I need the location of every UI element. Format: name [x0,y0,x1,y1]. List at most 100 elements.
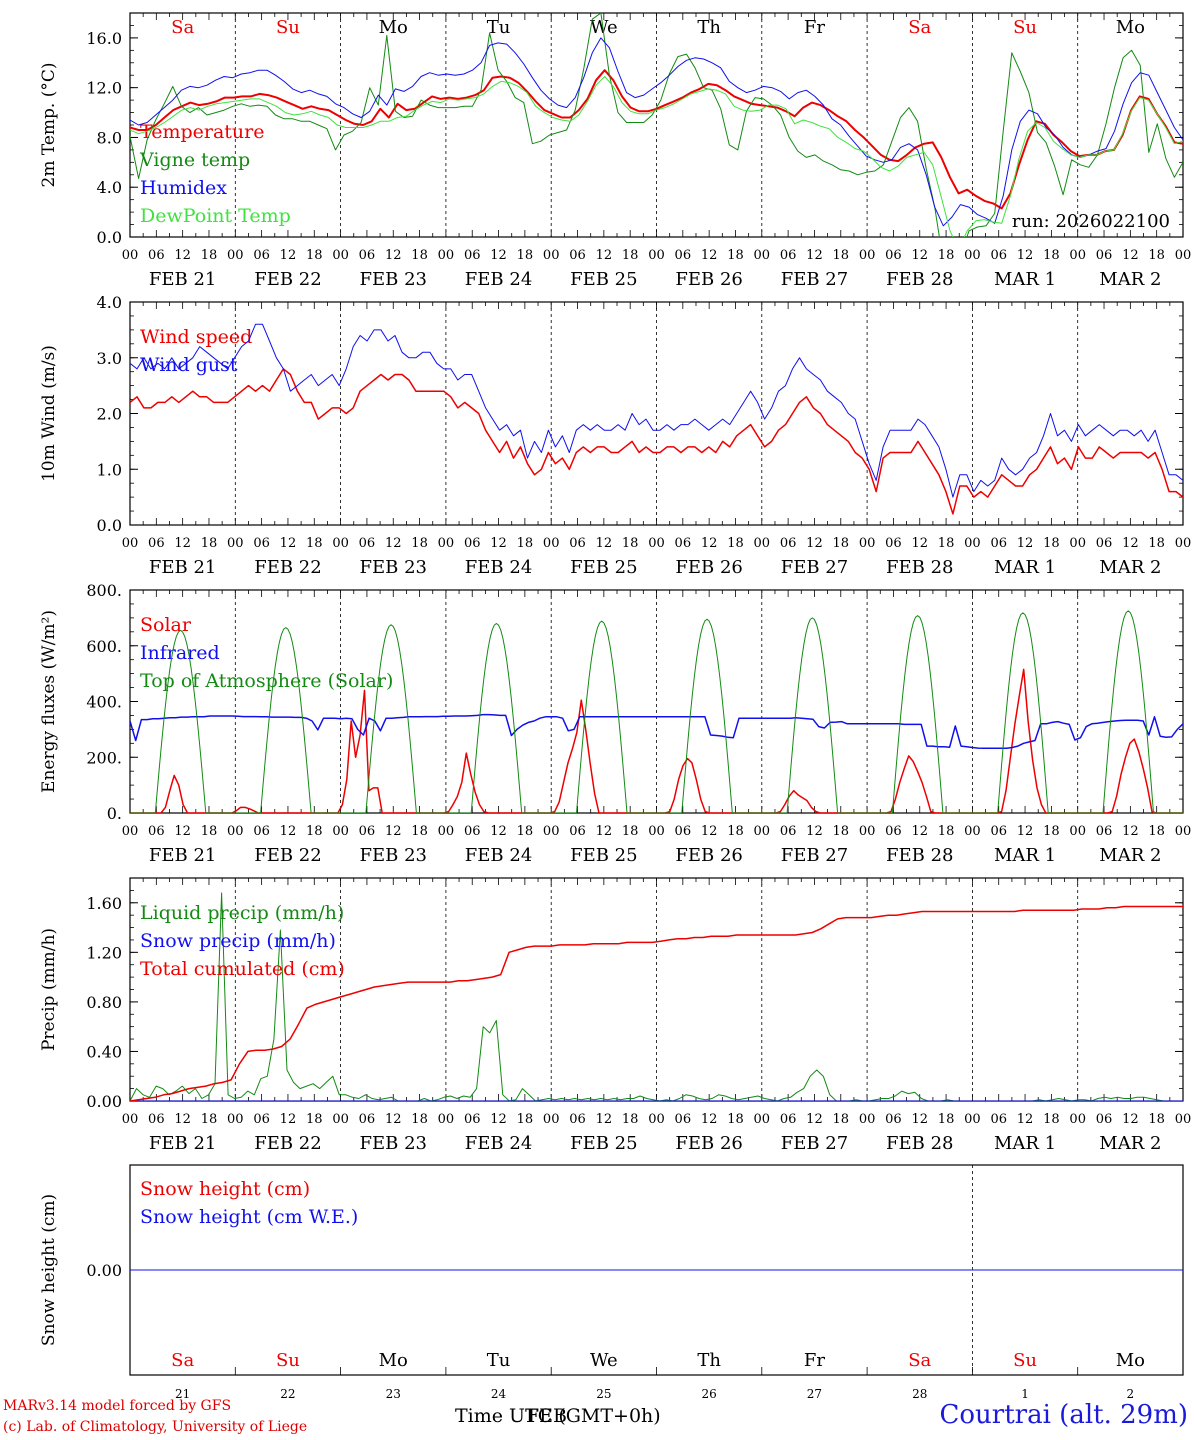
y-tick-label: 2.0 [97,405,122,424]
hour-label: 12 [1017,536,1034,551]
hour-label: 18 [306,1112,323,1127]
weekday-label: Su [1013,17,1037,38]
hour-label: 00 [964,248,981,263]
hour-label: 12 [1122,248,1139,263]
hour-label: 06 [885,248,902,263]
hour-label: 06 [1096,248,1113,263]
hour-label: 18 [727,1112,744,1127]
weekday-label: Mo [379,1350,408,1371]
date-label: FEB 26 [675,269,742,290]
hour-label: 12 [490,536,507,551]
date-label: FEB 22 [254,845,321,866]
y-tick-label: 16.0 [86,29,122,48]
y-tick-label: 1.60 [86,894,122,913]
y-tick-label: 8.0 [97,128,122,147]
y-tick-label: 0.0 [97,516,122,535]
hour-label: 18 [1148,536,1165,551]
series-line-dewpoint-temp [130,76,1183,237]
hour-label: 12 [806,824,823,839]
hour-label: 06 [780,536,797,551]
hour-label: 18 [517,536,534,551]
hour-label: 12 [596,248,613,263]
date-label: MAR 1 [994,845,1056,866]
legend-entry: Snow height (cm) [140,1178,310,1200]
y-tick-label: 3.0 [97,349,122,368]
hour-label: 18 [1043,248,1060,263]
hour-label: 00 [648,536,665,551]
hour-label: 06 [569,248,586,263]
hour-label: 12 [911,824,928,839]
date-label: FEB 24 [465,269,532,290]
date-label: FEB 23 [360,269,427,290]
series-line-solar [130,668,1183,813]
hour-label: 00 [648,1112,665,1127]
time-axis-overlap-text: FEB [526,1405,568,1427]
legend-entry: DewPoint Temp [140,205,291,227]
hour-label: 12 [174,824,191,839]
hour-label: 12 [385,248,402,263]
weekday-label: Sa [171,1350,194,1371]
y-tick-label: 4.0 [97,293,122,312]
hour-label: 18 [1148,1112,1165,1127]
hour-label: 06 [253,1112,270,1127]
date-label: FEB 28 [886,557,953,578]
hour-label: 12 [1017,1112,1034,1127]
y-tick-label: 600. [86,637,122,656]
date-label: FEB 25 [570,845,637,866]
hour-label: 06 [885,824,902,839]
y-tick-label: 1.20 [86,943,122,962]
date-label: FEB 27 [781,557,848,578]
hour-label: 00 [648,248,665,263]
hour-label: 00 [1069,248,1086,263]
hour-label: 18 [727,536,744,551]
hour-label: 18 [306,248,323,263]
date-label: FEB 24 [465,845,532,866]
y-tick-label: 800. [86,581,122,600]
date-label: MAR 2 [1099,1133,1161,1154]
y-tick-label: 12.0 [86,79,122,98]
date-label: MAR 2 [1099,845,1161,866]
hour-label: 00 [1069,1112,1086,1127]
date-label: FEB 26 [675,557,742,578]
hour-label: 06 [359,248,376,263]
hour-label: 12 [1017,248,1034,263]
hour-label: 06 [359,824,376,839]
date-label: FEB 28 [886,845,953,866]
date-number-label: 26 [702,1387,717,1401]
hour-label: 12 [1122,536,1139,551]
hour-label: 06 [675,824,692,839]
y-axis-label: Precip (mm/h) [39,928,59,1051]
hour-label: 06 [1096,536,1113,551]
weekday-label: Su [276,1350,300,1371]
hour-label: 12 [490,1112,507,1127]
date-label: FEB 22 [254,1133,321,1154]
legend-entry: Vigne temp [139,149,250,171]
hour-label: 00 [1175,536,1192,551]
hour-label: 12 [280,824,297,839]
series-line-total-cumulated-cm- [130,905,1183,1101]
weekday-label: Sa [908,1350,931,1371]
series-line-temperature [130,69,1183,210]
hour-label: 12 [280,248,297,263]
plot-frame [129,301,1184,526]
date-label: FEB 22 [254,557,321,578]
weekday-label: We [590,1350,618,1371]
date-label: MAR 2 [1099,557,1161,578]
hour-label: 18 [201,824,218,839]
weekday-label: Mo [1116,17,1145,38]
legend-entry: Humidex [140,177,227,199]
hour-label: 00 [964,824,981,839]
hour-label: 12 [701,824,718,839]
plot-frame [129,589,1184,814]
hour-label: 12 [911,536,928,551]
y-tick-label: 400. [86,693,122,712]
date-label: FEB 21 [149,1133,216,1154]
date-label: FEB 23 [360,1133,427,1154]
legend-entry: Liquid precip (mm/h) [140,902,344,924]
hour-label: 00 [227,1112,244,1127]
hour-label: 12 [806,536,823,551]
hour-label: 12 [174,1112,191,1127]
hour-label: 00 [1175,1112,1192,1127]
hour-label: 12 [596,1112,613,1127]
